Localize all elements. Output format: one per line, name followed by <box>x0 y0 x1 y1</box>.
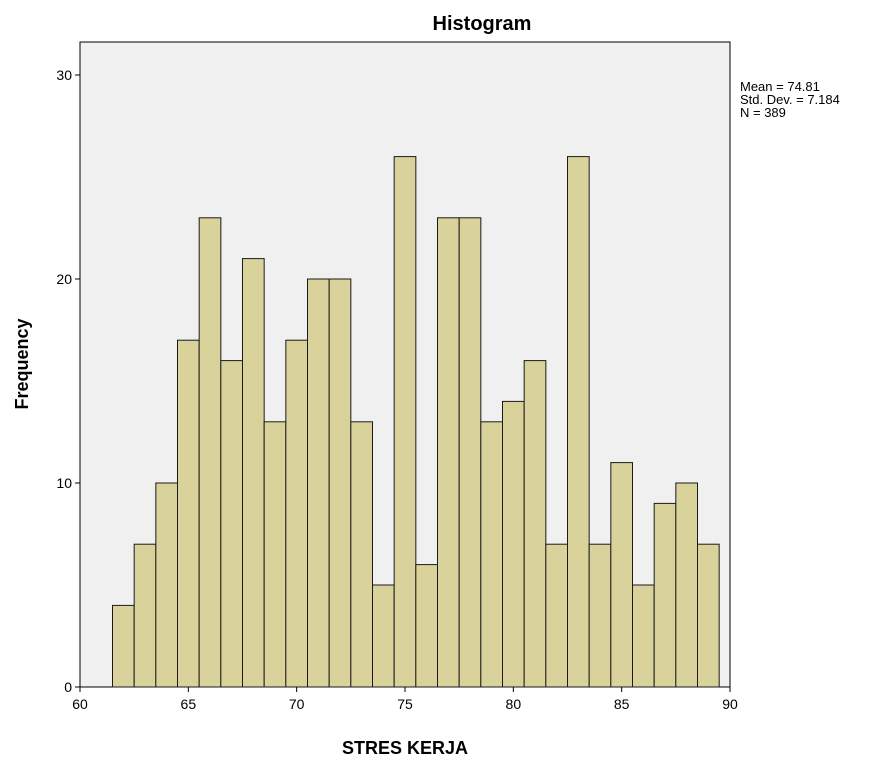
histogram-bar <box>285 339 308 688</box>
bars-group <box>112 156 720 688</box>
histogram-bar <box>653 502 677 688</box>
histogram-bar <box>588 543 612 688</box>
x-tick-label: 75 <box>397 696 413 712</box>
histogram-bar <box>458 217 482 688</box>
histogram-bar <box>697 543 720 688</box>
histogram-bar <box>112 604 135 688</box>
histogram-bar <box>632 584 655 688</box>
histogram-bar <box>675 482 699 688</box>
histogram-bar <box>523 360 547 688</box>
histogram-bar <box>198 217 222 688</box>
x-tick-label: 85 <box>614 696 630 712</box>
histogram-bar <box>263 421 287 688</box>
y-axis-title: Frequency <box>12 318 32 409</box>
histogram-bar <box>480 421 503 688</box>
x-tick-label: 60 <box>72 696 88 712</box>
x-tick-label: 70 <box>289 696 305 712</box>
histogram-bar <box>393 156 417 688</box>
histogram-bar <box>177 339 200 688</box>
histogram-bar <box>502 400 525 688</box>
histogram-bar <box>133 543 157 688</box>
histogram-bar <box>155 482 179 688</box>
histogram-bar <box>545 543 569 688</box>
histogram-bar <box>567 156 590 688</box>
histogram-bar <box>610 462 634 688</box>
y-tick-label: 10 <box>56 475 72 491</box>
histogram-bar <box>242 258 265 688</box>
stats-box: Mean = 74.81 Std. Dev. = 7.184 N = 389 <box>740 79 840 120</box>
histogram-bar <box>350 421 373 688</box>
histogram-bar <box>220 360 244 688</box>
x-axis: 60 65 70 75 80 85 90 <box>72 687 738 712</box>
x-tick-label: 80 <box>506 696 522 712</box>
x-tick-label: 90 <box>722 696 738 712</box>
histogram-bar <box>437 217 460 688</box>
histogram-bar <box>307 278 330 688</box>
chart-title: Histogram <box>433 13 532 35</box>
histogram-bar <box>372 584 395 688</box>
y-axis: 0 10 20 30 <box>56 67 80 695</box>
y-tick-label: 30 <box>56 67 72 83</box>
histogram-bar <box>328 278 352 688</box>
histogram-bar <box>415 564 438 688</box>
stat-mean: Mean = 74.81 <box>740 79 820 94</box>
stat-std-dev: Std. Dev. = 7.184 <box>740 92 840 107</box>
y-tick-label: 0 <box>64 679 72 695</box>
y-tick-label: 20 <box>56 271 72 287</box>
stat-n: N = 389 <box>740 105 786 120</box>
x-axis-title: STRES KERJA <box>342 738 468 758</box>
x-tick-label: 65 <box>181 696 197 712</box>
